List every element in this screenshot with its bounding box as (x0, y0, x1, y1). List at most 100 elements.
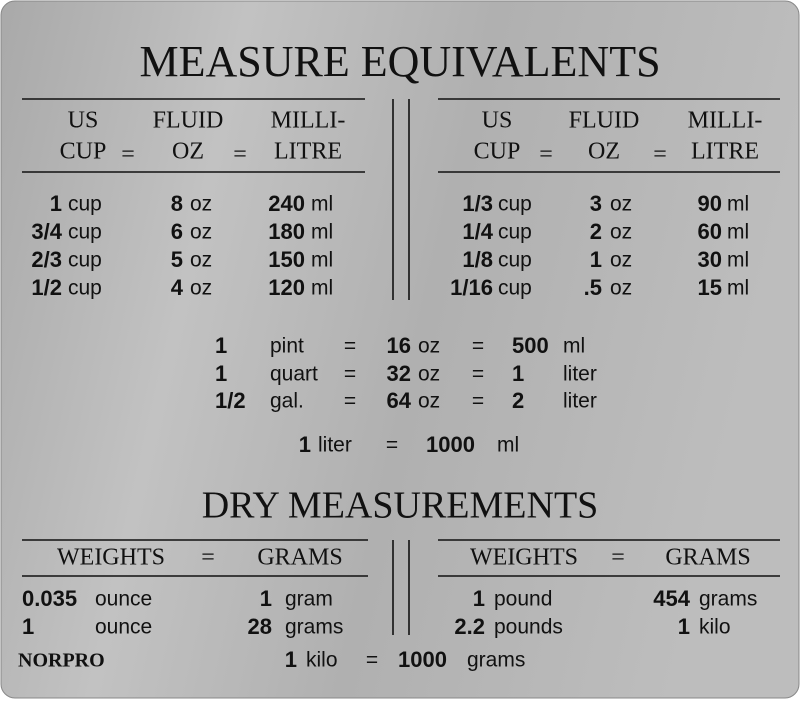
unit-label: ounce (95, 616, 152, 639)
value: 64 (387, 388, 412, 413)
unit-label: cup (498, 193, 532, 216)
unit-label: oz (418, 335, 440, 358)
column-header: US (482, 108, 513, 134)
value: 150 (268, 247, 305, 272)
value: 2 (512, 388, 524, 413)
value: 1 (285, 647, 297, 672)
value: 15 (698, 275, 722, 300)
value: 1/16 (450, 275, 493, 300)
equals-sign: = (121, 142, 135, 168)
value: 120 (268, 275, 305, 300)
value: 2 (590, 219, 602, 244)
unit-label: ml (727, 249, 749, 272)
value: 8 (171, 191, 183, 216)
unit-label: oz (190, 249, 212, 272)
title: MEASURE EQUIVALENTS (139, 37, 660, 86)
unit-label: cup (68, 221, 102, 244)
value: 1 (215, 333, 227, 358)
value: 1 (22, 614, 34, 639)
column-header: GRAMS (257, 545, 342, 571)
column-header: OZ (172, 139, 204, 165)
value: 32 (387, 361, 411, 386)
unit-label: pounds (494, 616, 563, 639)
unit-label: ml (311, 221, 333, 244)
column-header: MILLI- (688, 108, 763, 134)
unit-label: ml (727, 277, 749, 300)
unit-label: = (344, 390, 356, 413)
unit-label: ml (311, 249, 333, 272)
unit-label: kilo (699, 616, 731, 639)
column-header: CUP (474, 139, 521, 165)
unit-label: oz (610, 193, 632, 216)
unit-label: oz (418, 390, 440, 413)
unit-label: pint (270, 335, 304, 358)
value: 4 (171, 275, 184, 300)
unit-label: oz (610, 221, 632, 244)
unit-label: liter (563, 363, 597, 386)
column-header: = (201, 545, 215, 571)
value: 60 (698, 219, 722, 244)
column-header: FLUID (153, 108, 224, 134)
unit-label: cup (68, 277, 102, 300)
unit-label: ounce (95, 588, 152, 611)
value: 5 (171, 247, 183, 272)
dry-title: DRY MEASUREMENTS (202, 485, 599, 527)
unit-label: oz (190, 193, 212, 216)
value: 240 (268, 191, 305, 216)
value: 30 (698, 247, 722, 272)
value: 1/8 (462, 247, 493, 272)
unit-label: liter (563, 390, 597, 413)
unit-label: grams (467, 649, 525, 672)
value: 180 (268, 219, 305, 244)
value: 500 (512, 333, 549, 358)
equals-sign: = (233, 142, 247, 168)
unit-label: oz (418, 363, 440, 386)
unit-label: quart (270, 363, 318, 386)
value: 1/2 (31, 275, 62, 300)
value: 1 (590, 247, 602, 272)
value: 3/4 (31, 219, 62, 244)
column-header: LITRE (274, 139, 342, 165)
value: 454 (653, 586, 690, 611)
unit-label: ml (727, 193, 749, 216)
unit-label: ml (311, 193, 333, 216)
unit-label: grams (285, 616, 343, 639)
unit-label: cup (68, 249, 102, 272)
brand: NORPRO (18, 650, 105, 672)
value: 90 (698, 191, 722, 216)
unit-label: = (472, 390, 484, 413)
value: 1 (215, 361, 227, 386)
value: 0.035 (22, 586, 77, 611)
value: 1 (678, 614, 690, 639)
rules (22, 98, 780, 635)
unit-label: cup (68, 193, 102, 216)
value: 1 (260, 586, 272, 611)
value: 1 (473, 586, 485, 611)
value: 2.2 (454, 614, 485, 639)
unit-label: = (344, 363, 356, 386)
unit-label: grams (699, 588, 757, 611)
equals-sign: = (653, 142, 667, 168)
value: 1/3 (462, 191, 493, 216)
value: 1 (512, 361, 524, 386)
column-header: OZ (588, 139, 620, 165)
unit-label: = (344, 335, 356, 358)
column-header: WEIGHTS (57, 545, 165, 571)
value: 1 (50, 191, 62, 216)
column-header: MILLI- (271, 108, 346, 134)
unit-label: oz (610, 249, 632, 272)
unit-label: pound (494, 588, 552, 611)
unit-label: gram (285, 588, 333, 611)
value: 1 (299, 432, 311, 457)
unit-label: = (366, 649, 378, 672)
unit-label: = (386, 434, 398, 457)
value: 1/2 (215, 388, 246, 413)
value: 1000 (426, 432, 475, 457)
column-header: LITRE (691, 139, 759, 165)
value: 28 (248, 614, 272, 639)
unit-label: ml (727, 221, 749, 244)
column-header: FLUID (569, 108, 640, 134)
unit-label: liter (318, 434, 352, 457)
